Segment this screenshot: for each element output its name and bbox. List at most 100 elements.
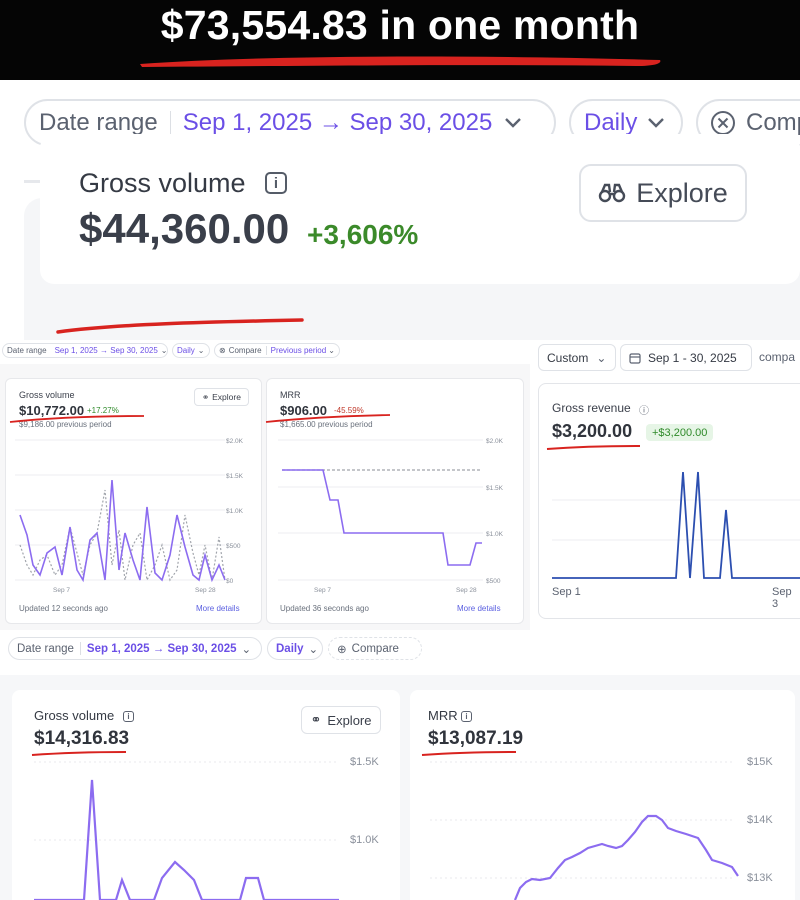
- chevron-down-icon: [648, 117, 665, 128]
- interval-value: Daily: [276, 642, 304, 655]
- change-badge: +$3,200.00: [646, 424, 714, 441]
- x-tick: Sep 3: [772, 586, 792, 610]
- calendar-icon: [629, 352, 641, 364]
- compare-button[interactable]: ⊕ Compare: [328, 637, 422, 660]
- date-range-label: Date range: [17, 642, 74, 655]
- explore-button[interactable]: Explore: [579, 164, 747, 222]
- compare-value: Previous period: [270, 346, 327, 355]
- date-range-label: Date range: [7, 346, 47, 355]
- date-range-value: Sep 1 - 30, 2025: [648, 350, 737, 365]
- toolbar: Date range Sep 1, 2025 → Sep 30, 2025 ⌄ …: [0, 340, 530, 364]
- mrr-title: MRR: [428, 708, 458, 723]
- chevron-down-icon: ⌄: [328, 346, 335, 355]
- x-tick: Sep 1: [552, 586, 581, 598]
- y-tick: $1.0K: [226, 508, 244, 515]
- gross-volume-title: Gross volume: [34, 708, 115, 723]
- date-range-label: Date range: [39, 108, 158, 136]
- compare-label: Compare: [351, 642, 399, 655]
- x-tick: Sep 7: [314, 587, 331, 594]
- mrr-chart: $2.0K $1.5K $1.0K $500 Sep 7 Sep 28: [278, 438, 504, 594]
- y-tick: $1.0K: [486, 531, 504, 538]
- date-range-picker[interactable]: Sep 1 - 30, 2025: [620, 344, 752, 371]
- compare-label[interactable]: compa: [759, 350, 796, 364]
- info-icon[interactable]: i: [123, 711, 134, 722]
- gross-volume-change: +3,606%: [307, 219, 419, 250]
- value-underline: [56, 318, 304, 334]
- y-tick: $13K: [747, 872, 773, 884]
- updated-text: Updated 36 seconds ago: [280, 604, 369, 613]
- y-tick: $500: [226, 543, 241, 550]
- interval-value: Daily: [177, 346, 195, 355]
- gross-revenue-panel: Custom ⌄ Sep 1 - 30, 2025 compa Gross re…: [530, 340, 800, 630]
- gross-volume-value: $44,360.00: [79, 205, 290, 252]
- binoculars-icon: ⚭: [202, 391, 210, 402]
- chevron-down-icon: ⌄: [197, 346, 205, 355]
- gross-volume-title: Gross volume: [79, 168, 246, 198]
- y-tick: $1.0K: [350, 834, 379, 846]
- compare-select[interactable]: ⊗ Compare Previous period ⌄: [214, 343, 340, 358]
- explore-button[interactable]: ⚭ Explore: [194, 388, 249, 406]
- gross-volume-card: [40, 134, 800, 284]
- value-underline: [9, 415, 145, 423]
- y-tick: $0: [226, 578, 234, 585]
- info-icon[interactable]: ⓘ: [639, 406, 649, 417]
- y-tick: $2.0K: [486, 438, 504, 445]
- info-icon[interactable]: i: [461, 711, 472, 722]
- updated-text: Updated 12 seconds ago: [19, 604, 108, 613]
- bottom-dashboard-panel: Date range Sep 1, 2025 → Sep 30, 2025 ⌄ …: [0, 630, 800, 900]
- explore-label: Explore: [636, 177, 728, 208]
- date-range-picker[interactable]: Date range Sep 1, 2025 → Sep 30, 2025: [24, 99, 556, 146]
- chevron-down-icon: ⌄: [596, 350, 607, 365]
- date-range-value: Sep 1, 2025 → Sep 30, 2025: [54, 346, 158, 355]
- x-tick: Sep 7: [53, 587, 70, 594]
- date-range-value: Sep 1, 2025 → Sep 30, 2025: [86, 642, 237, 655]
- mrr-chart: [430, 761, 739, 900]
- date-range-picker[interactable]: Date range Sep 1, 2025 → Sep 30, 2025 ⌄: [2, 343, 168, 358]
- y-tick: $1.5K: [226, 473, 244, 480]
- headline-text: $73,554.83 in one month: [160, 2, 640, 48]
- explore-label: Explore: [327, 712, 372, 728]
- gross-volume-title: Gross volume: [19, 390, 75, 400]
- gross-volume-change: +17.27%: [87, 406, 119, 415]
- gross-revenue-card: [538, 383, 800, 619]
- gross-volume-value: $10,772.00: [19, 403, 85, 418]
- close-circle-icon: [711, 110, 735, 135]
- gross-revenue-value: $3,200.00: [552, 421, 633, 441]
- y-tick: $14K: [747, 814, 773, 826]
- mrr-change: -45.59%: [334, 406, 364, 415]
- interval-select[interactable]: Daily ⌄: [267, 637, 323, 660]
- mrr-value: $13,087.19: [428, 728, 524, 749]
- y-tick: $500: [486, 578, 501, 585]
- interval-value: Daily: [584, 108, 638, 136]
- date-range-picker[interactable]: Date range Sep 1, 2025 → Sep 30, 2025 ⌄: [8, 637, 262, 660]
- more-details-link[interactable]: More details: [457, 604, 501, 613]
- y-tick: $2.0K: [226, 438, 244, 445]
- chevron-down-icon: ⌄: [241, 643, 252, 656]
- plus-circle-icon: ⊕: [337, 643, 347, 656]
- gross-revenue-title: Gross revenue: [552, 401, 631, 415]
- mrr-value: $906.00: [280, 403, 327, 418]
- x-tick: Sep 28: [195, 587, 216, 594]
- binoculars-icon: ⚭: [310, 712, 322, 727]
- gross-volume-chart: [34, 761, 339, 900]
- y-tick: $1.5K: [350, 756, 379, 768]
- explore-label: Explore: [212, 392, 241, 402]
- info-icon[interactable]: i: [265, 172, 287, 194]
- custom-select[interactable]: Custom ⌄: [538, 344, 616, 371]
- gross-volume-chart: $2.0K $1.5K $1.0K $500 $0 Sep 7 Sep 28: [15, 438, 244, 594]
- toolbar: Date range Sep 1, 2025 → Sep 30, 2025 ⌄ …: [0, 630, 800, 675]
- x-tick: Sep 28: [456, 587, 477, 594]
- more-details-link[interactable]: More details: [196, 604, 240, 613]
- date-range-value: Sep 1, 2025 → Sep 30, 2025: [182, 108, 493, 136]
- headline-underline: [140, 56, 661, 67]
- compare-label: Comp: [746, 108, 800, 136]
- value-underline: [546, 445, 641, 450]
- compare-label: Compare: [228, 346, 262, 355]
- y-tick: $15K: [747, 756, 773, 768]
- interval-select[interactable]: Daily ⌄: [172, 343, 210, 358]
- custom-label: Custom: [547, 350, 589, 365]
- mrr-card: [410, 690, 795, 900]
- chevron-down-icon: [505, 117, 522, 128]
- value-underline: [265, 414, 391, 423]
- explore-button[interactable]: ⚭ Explore: [301, 706, 381, 734]
